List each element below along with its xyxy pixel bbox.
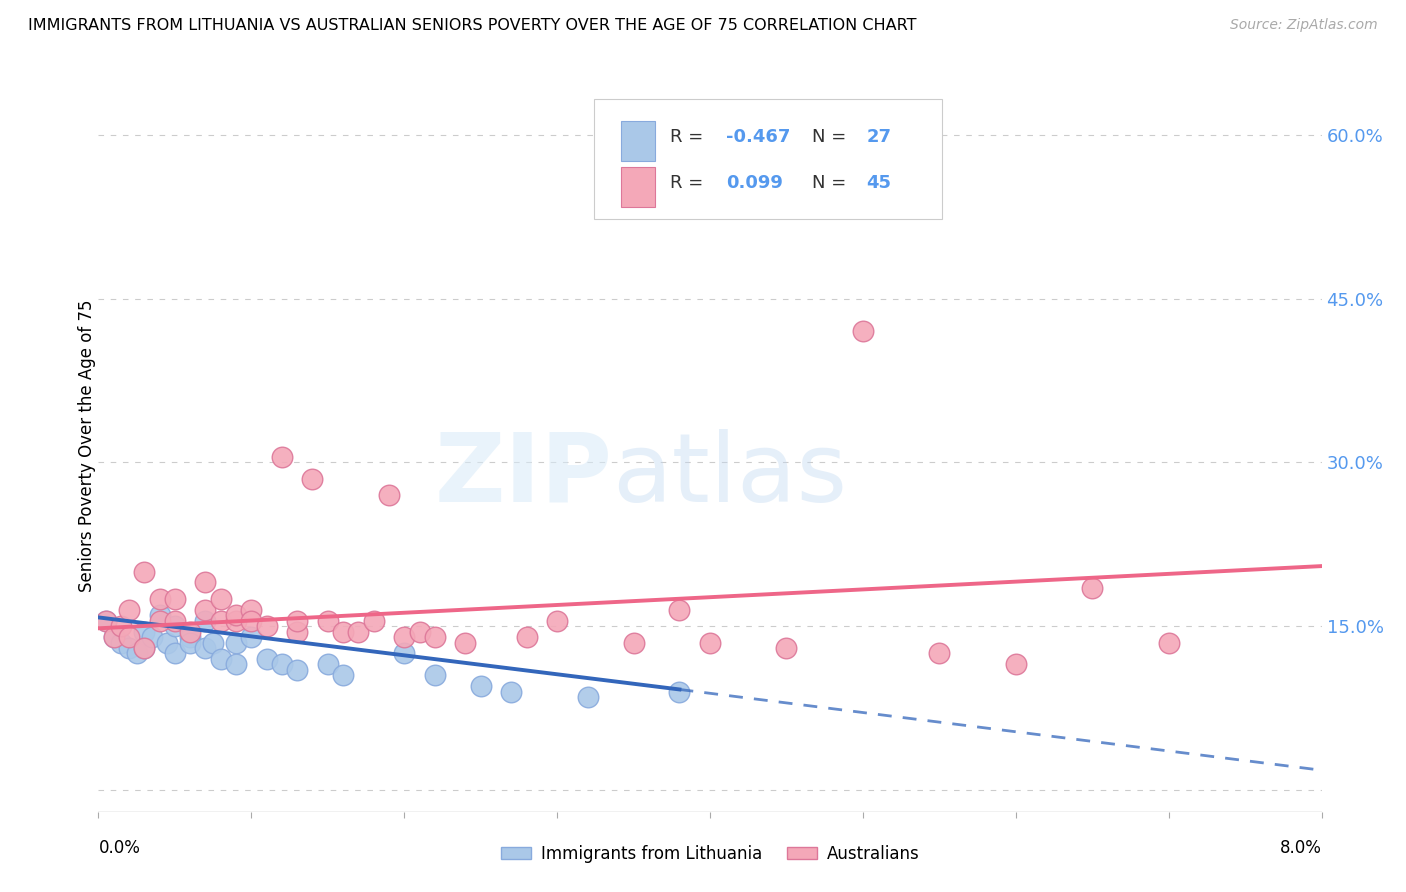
Point bbox=[194, 614, 217, 628]
Point bbox=[194, 603, 217, 617]
Point bbox=[240, 630, 263, 644]
Y-axis label: Seniors Poverty Over the Age of 75: Seniors Poverty Over the Age of 75 bbox=[79, 300, 96, 592]
Point bbox=[256, 619, 278, 633]
Point bbox=[470, 679, 492, 693]
Point bbox=[270, 450, 294, 464]
Point bbox=[501, 684, 523, 698]
Point bbox=[134, 640, 156, 655]
Text: 8.0%: 8.0% bbox=[1279, 839, 1322, 857]
Text: IMMIGRANTS FROM LITHUANIA VS AUSTRALIAN SENIORS POVERTY OVER THE AGE OF 75 CORRE: IMMIGRANTS FROM LITHUANIA VS AUSTRALIAN … bbox=[28, 18, 917, 33]
Legend: Immigrants from Lithuania, Australians: Immigrants from Lithuania, Australians bbox=[494, 838, 927, 869]
Point bbox=[1004, 657, 1026, 672]
Point bbox=[179, 624, 201, 639]
Point bbox=[516, 630, 538, 644]
Point bbox=[408, 624, 430, 639]
Point bbox=[163, 591, 186, 606]
Text: R =: R = bbox=[669, 174, 709, 192]
Text: 0.099: 0.099 bbox=[725, 174, 783, 192]
Point bbox=[378, 488, 401, 502]
Text: N =: N = bbox=[811, 128, 852, 145]
Point bbox=[423, 630, 446, 644]
Point bbox=[141, 630, 163, 644]
Point bbox=[316, 657, 339, 672]
Point bbox=[392, 630, 416, 644]
Point bbox=[149, 591, 172, 606]
Point bbox=[240, 614, 263, 628]
Point bbox=[134, 624, 156, 639]
Point bbox=[285, 624, 308, 639]
Point bbox=[270, 657, 294, 672]
Point bbox=[110, 619, 132, 633]
Text: R =: R = bbox=[669, 128, 709, 145]
Point bbox=[699, 635, 721, 649]
Point bbox=[240, 603, 263, 617]
Point bbox=[134, 640, 156, 655]
Point bbox=[225, 608, 247, 623]
Point bbox=[285, 663, 308, 677]
Point bbox=[1081, 581, 1104, 595]
Point bbox=[316, 614, 339, 628]
Point bbox=[623, 635, 645, 649]
Point bbox=[775, 640, 797, 655]
Point bbox=[134, 565, 156, 579]
Point bbox=[149, 608, 172, 623]
Point bbox=[110, 635, 132, 649]
Bar bbox=[620, 167, 655, 207]
Point bbox=[546, 614, 568, 628]
Point bbox=[332, 668, 354, 682]
Point bbox=[103, 630, 125, 644]
Point bbox=[118, 640, 141, 655]
Point bbox=[347, 624, 370, 639]
Point bbox=[332, 624, 354, 639]
Text: ZIP: ZIP bbox=[434, 429, 612, 522]
FancyBboxPatch shape bbox=[593, 99, 942, 219]
Point bbox=[285, 614, 308, 628]
Point bbox=[179, 635, 201, 649]
Point bbox=[256, 652, 278, 666]
Point bbox=[928, 647, 950, 661]
Point bbox=[1157, 635, 1180, 649]
Point bbox=[179, 630, 201, 644]
Point bbox=[163, 614, 186, 628]
Point bbox=[301, 472, 323, 486]
Point bbox=[668, 684, 690, 698]
Point bbox=[576, 690, 599, 704]
Point bbox=[194, 640, 217, 655]
Point bbox=[668, 603, 690, 617]
Text: Source: ZipAtlas.com: Source: ZipAtlas.com bbox=[1230, 18, 1378, 32]
Bar bbox=[620, 120, 655, 161]
Point bbox=[225, 635, 247, 649]
Point bbox=[209, 591, 232, 606]
Point bbox=[209, 614, 232, 628]
Point bbox=[392, 647, 416, 661]
Point bbox=[225, 614, 247, 628]
Point bbox=[156, 635, 179, 649]
Point bbox=[163, 647, 186, 661]
Text: 27: 27 bbox=[866, 128, 891, 145]
Point bbox=[118, 630, 141, 644]
Point bbox=[423, 668, 446, 682]
Point bbox=[94, 614, 117, 628]
Point bbox=[852, 324, 875, 338]
Point bbox=[194, 575, 217, 590]
Point bbox=[454, 635, 477, 649]
Point bbox=[94, 614, 117, 628]
Text: N =: N = bbox=[811, 174, 852, 192]
Point bbox=[163, 619, 186, 633]
Point bbox=[149, 614, 172, 628]
Point bbox=[118, 603, 141, 617]
Text: 0.0%: 0.0% bbox=[98, 839, 141, 857]
Text: -0.467: -0.467 bbox=[725, 128, 790, 145]
Text: atlas: atlas bbox=[612, 429, 848, 522]
Point bbox=[209, 652, 232, 666]
Point bbox=[202, 635, 225, 649]
Text: 45: 45 bbox=[866, 174, 891, 192]
Point bbox=[225, 657, 247, 672]
Point bbox=[103, 630, 125, 644]
Point bbox=[363, 614, 385, 628]
Point bbox=[125, 647, 148, 661]
